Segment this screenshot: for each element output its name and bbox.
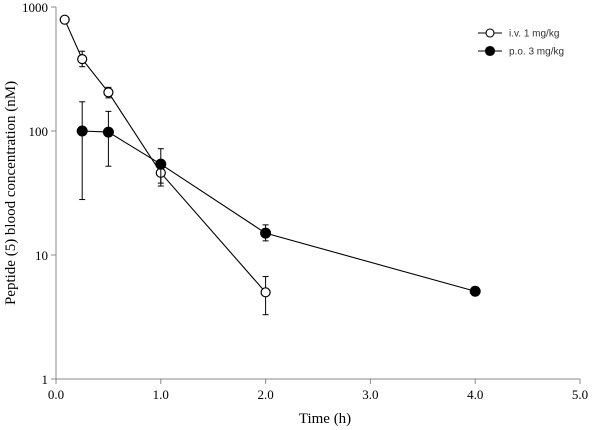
series-line — [64, 19, 267, 293]
data-point — [155, 158, 167, 170]
y-tick-label: 100 — [29, 124, 49, 139]
x-axis-title: Time (h) — [299, 411, 351, 427]
series-line — [82, 130, 476, 292]
legend: i.v. 1 mg/kg p.o. 3 mg/kg — [478, 28, 564, 58]
x-tick-label: 0.0 — [48, 387, 64, 402]
y-axis-title: Peptide (5) blood concentration (nM) — [3, 81, 19, 305]
y-tick-label: 1 — [42, 372, 49, 387]
data-point — [59, 14, 70, 25]
data-point — [102, 126, 114, 138]
legend-marker — [484, 45, 496, 57]
data-point — [76, 125, 88, 137]
y-tick-label: 1000 — [22, 0, 48, 15]
series-layer — [59, 14, 481, 316]
x-tick-label: 5.0 — [572, 387, 588, 402]
legend-label: i.v. 1 mg/kg — [509, 29, 559, 40]
x-tick-label: 3.0 — [362, 387, 378, 402]
legend-marker — [485, 28, 495, 38]
data-point — [260, 227, 272, 239]
axes: 0.0 1.0 2.0 3.0 4.0 5.0 1 10 100 1000 — [22, 0, 588, 402]
data-point — [103, 87, 114, 98]
series-po — [76, 101, 481, 297]
legend-label: p.o. 3 mg/kg — [509, 47, 564, 58]
data-point — [260, 287, 271, 298]
x-tick-label: 4.0 — [467, 387, 483, 402]
x-tick-label: 1.0 — [153, 387, 169, 402]
y-tick-label: 10 — [35, 248, 48, 263]
data-point — [77, 54, 88, 65]
data-point — [469, 285, 481, 297]
x-tick-label: 2.0 — [257, 387, 273, 402]
